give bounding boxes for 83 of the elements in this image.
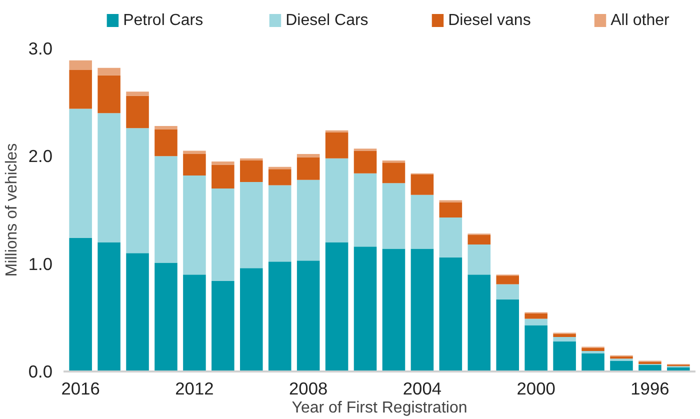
y-axis-title: Millions of vehicles xyxy=(3,143,20,277)
bar xyxy=(98,242,120,372)
bar xyxy=(354,173,377,247)
bar xyxy=(439,218,462,258)
bar xyxy=(553,341,576,372)
bar xyxy=(296,260,320,372)
legend-label: Diesel vans xyxy=(448,12,531,29)
x-tick-label: 2016 xyxy=(61,378,100,398)
bar xyxy=(126,96,149,128)
bar xyxy=(98,75,120,114)
bar xyxy=(212,164,234,188)
bar xyxy=(183,150,206,154)
bar xyxy=(240,268,263,372)
bar xyxy=(183,176,206,275)
bar xyxy=(354,246,377,372)
bar xyxy=(98,68,120,76)
x-tick-label: 2008 xyxy=(289,378,328,398)
bar xyxy=(296,154,320,158)
bar xyxy=(582,348,604,352)
bar xyxy=(240,160,263,182)
bar xyxy=(410,194,434,249)
bar xyxy=(524,325,548,372)
x-tick-label: 2004 xyxy=(402,378,442,398)
bar xyxy=(69,238,92,372)
bar xyxy=(154,262,178,372)
y-tick-label: 2.0 xyxy=(28,146,53,166)
bar xyxy=(524,313,548,319)
bar xyxy=(382,248,406,372)
bar xyxy=(610,360,633,372)
x-tick-label: 2000 xyxy=(516,378,556,398)
bar xyxy=(410,174,434,195)
x-axis-title: Year of First Registration xyxy=(292,400,468,416)
bar xyxy=(382,183,406,249)
bar xyxy=(468,244,491,275)
bar xyxy=(382,160,406,163)
bar xyxy=(212,188,234,282)
bar xyxy=(325,132,348,158)
y-tick-label: 0.0 xyxy=(28,362,53,382)
bar xyxy=(268,166,292,170)
bar xyxy=(126,92,149,96)
bar xyxy=(410,248,434,372)
bar xyxy=(296,157,320,180)
bar xyxy=(154,156,178,263)
bar xyxy=(183,274,206,372)
bar xyxy=(524,318,548,326)
bar xyxy=(553,334,576,338)
bar xyxy=(268,262,292,372)
bar xyxy=(69,70,92,109)
bar xyxy=(154,129,178,156)
bar xyxy=(354,150,377,174)
legend-label: Petrol Cars xyxy=(123,12,204,29)
bar xyxy=(126,253,149,372)
bar xyxy=(268,169,292,186)
bar xyxy=(496,299,519,372)
bar xyxy=(468,234,491,244)
x-tick-label: 1996 xyxy=(630,378,670,398)
bar xyxy=(496,284,519,300)
bar xyxy=(212,281,234,372)
legend-label: All other xyxy=(610,12,670,29)
bar xyxy=(212,162,234,165)
bar xyxy=(439,257,462,372)
bar xyxy=(325,242,348,372)
bar xyxy=(126,128,149,254)
bar xyxy=(296,180,320,261)
bar xyxy=(69,108,92,238)
bar xyxy=(382,162,406,184)
x-tick-label: 2012 xyxy=(175,378,214,398)
bar xyxy=(582,353,604,372)
bar xyxy=(154,126,178,130)
bar xyxy=(268,185,292,262)
bar xyxy=(98,113,120,242)
bar xyxy=(325,158,348,242)
bar xyxy=(240,182,263,268)
bar xyxy=(496,276,519,284)
y-tick-label: 3.0 xyxy=(28,38,53,58)
legend-label: Diesel Cars xyxy=(286,12,368,29)
bar xyxy=(439,202,462,218)
bar xyxy=(468,274,491,372)
bar xyxy=(69,60,92,70)
y-tick-label: 1.0 xyxy=(28,254,53,274)
bar xyxy=(610,356,633,359)
bar xyxy=(183,154,206,176)
bar xyxy=(553,337,576,342)
